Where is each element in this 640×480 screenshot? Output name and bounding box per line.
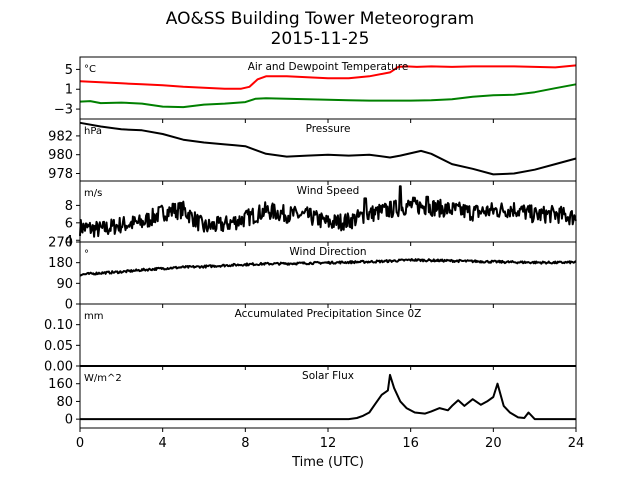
panel-6-ytick-label: 0: [65, 413, 73, 428]
panel-4-ytick-label: 270: [48, 236, 73, 251]
figure-title-line1: AO&SS Building Tower Meteorogram: [166, 9, 474, 29]
panel-5-ytick-label: 0.00: [44, 360, 73, 375]
panel-4-ytick-label: 90: [56, 277, 73, 292]
x-tick-label: 8: [241, 436, 249, 451]
panel-3-unit-label: m/s: [84, 188, 102, 199]
panel-6: 160 80 0 W/m^2 Solar Flux 0 4 8 12 16 20 24: [48, 365, 585, 451]
x-tick-label: 4: [159, 436, 167, 451]
panel-3-title: Wind Speed: [297, 185, 360, 197]
x-tick-label: 16: [402, 436, 419, 451]
x-tick-label: 0: [76, 436, 84, 451]
panel-3-series-1: [79, 185, 577, 238]
panel-3-ytick-label: 8: [65, 199, 73, 214]
panel-3-ytick-label: 6: [65, 216, 73, 231]
panel-1-series-1: [79, 64, 577, 90]
panel-2: 982 980 978 hPa Pressure: [48, 118, 577, 185]
panels-group: 5 1 −3 °C Air and Dewpoint Temperature 982 980…: [44, 56, 585, 451]
panel-1-ytick-label: −3: [54, 103, 73, 118]
panel-3: 8 6 4 m/s Wind Speed: [65, 180, 577, 249]
panel-3-ytick-label: 4: [65, 234, 73, 249]
panel-5-unit-label: mm: [84, 311, 103, 322]
panel-1-ytick-label: 5: [65, 63, 73, 78]
x-tick-label: 12: [320, 436, 337, 451]
panel-6-ytick-label: 80: [56, 395, 73, 410]
panel-4-ytick-label: 0: [65, 298, 73, 313]
panel-6-series-1: [80, 373, 576, 421]
panel-1-title: Air and Dewpoint Temperature: [248, 61, 409, 73]
panel-4-title: Wind Direction: [289, 246, 366, 258]
panel-6-unit-label: W/m^2: [84, 373, 122, 384]
panel-2-ytick-label: 982: [48, 129, 73, 144]
panel-2-unit-label: hPa: [84, 126, 102, 137]
figure-title-line2: 2015-11-25: [271, 29, 370, 49]
panel-1-ytick-label: 1: [65, 83, 73, 98]
panel-6-title: Solar Flux: [302, 370, 354, 382]
panel-1-series-2: [79, 83, 577, 109]
panel-1-unit-label: °C: [84, 64, 96, 75]
panel-2-title: Pressure: [306, 123, 351, 135]
panel-4-ytick-label: 180: [48, 256, 73, 271]
panel-5-ytick-label: 0.10: [44, 318, 73, 333]
panel-2-ytick-label: 978: [48, 167, 73, 182]
panel-4-unit-label: °: [84, 249, 89, 260]
x-axis-label: Time (UTC): [291, 455, 364, 470]
x-tick-label: 24: [568, 436, 585, 451]
panel-6-ytick-label: 160: [48, 377, 73, 392]
panel-1: 5 1 −3 °C Air and Dewpoint Temperature: [54, 56, 577, 123]
panel-4: 270 180 90 0 ° Wind Direction: [48, 236, 577, 313]
panel-5-title: Accumulated Precipitation Since 0Z: [235, 308, 422, 320]
panel-2-series-1: [79, 121, 577, 176]
x-tick-label: 20: [485, 436, 502, 451]
panel-5: 0.10 0.05 0.00 mm Accumulated Precipitation …: [44, 303, 577, 375]
panel-4-series-1: [79, 258, 577, 277]
panel-5-ytick-label: 0.05: [44, 339, 73, 354]
panel-2-ytick-label: 980: [48, 148, 73, 163]
